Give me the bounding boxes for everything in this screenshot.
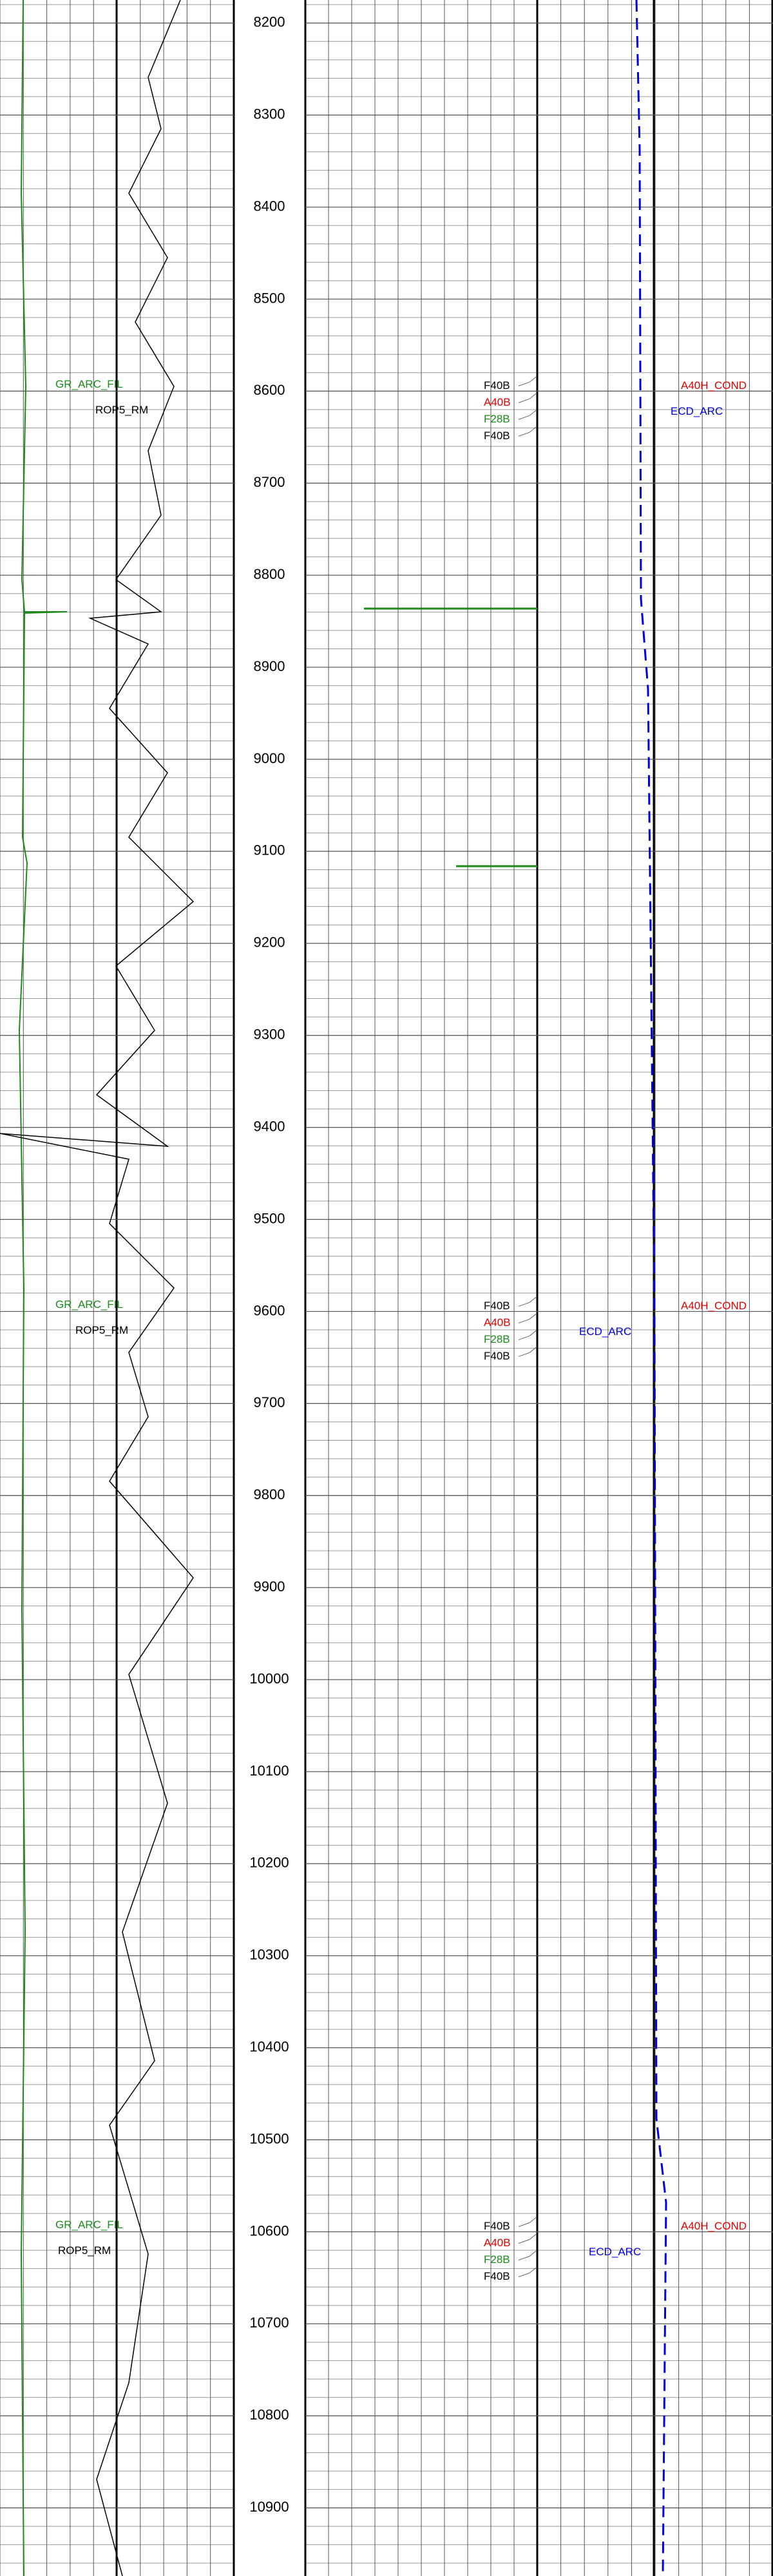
formation-pointer [518, 2251, 537, 2260]
formation-label: A40B [484, 2237, 511, 2249]
depth-label: 10500 [249, 2130, 289, 2146]
depth-label: 9800 [254, 1486, 285, 1502]
depth-label: 8500 [254, 290, 285, 306]
depth-label: 9300 [254, 1027, 285, 1043]
depth-label: 8900 [254, 658, 285, 674]
depth-label: 10200 [249, 1855, 289, 1871]
formation-label: F40B [484, 379, 510, 392]
curve-label: A40H_COND [681, 2220, 747, 2232]
depth-label: 10900 [249, 2499, 289, 2515]
formation-pointer [518, 393, 537, 403]
formation-pointer [518, 426, 537, 437]
ecd-curve [635, 0, 667, 2576]
depth-label: 10700 [249, 2315, 289, 2331]
formation-label: F28B [484, 1333, 510, 1345]
depth-label: 10000 [249, 1671, 289, 1687]
depth-label: 10300 [249, 1947, 289, 1963]
curve-label: GR_ARC_FIL [55, 378, 123, 390]
curve-label: ROP5_RM [75, 1324, 128, 1336]
depth-label: 9900 [254, 1578, 285, 1595]
depth-label: 10600 [249, 2222, 289, 2239]
depth-label: 8800 [254, 566, 285, 582]
depth-label: 9400 [254, 1118, 285, 1134]
depth-label: 8300 [254, 106, 285, 122]
formation-pointer [518, 2268, 537, 2277]
depth-label: 9500 [254, 1210, 285, 1226]
curve-label: ROP5_RM [95, 404, 148, 416]
formation-pointer [518, 376, 537, 386]
gr-curve [18, 0, 68, 2576]
depth-label: 8600 [254, 382, 285, 398]
curve-label: ROP5_RM [58, 2244, 111, 2257]
formation-pointer [518, 2234, 537, 2244]
depth-label: 9600 [254, 1302, 285, 1318]
formation-pointer [518, 1297, 537, 1307]
curve-label: A40H_COND [681, 379, 747, 392]
formation-label: F40B [484, 430, 510, 442]
depth-label: 9000 [254, 750, 285, 766]
formation-pointer [518, 2217, 537, 2227]
formation-pointer [518, 410, 537, 420]
depth-label: 8200 [254, 14, 285, 30]
depth-label: 10800 [249, 2407, 289, 2423]
formation-pointer [518, 1331, 537, 1340]
formation-label: F40B [484, 2270, 510, 2282]
formation-pointer [518, 1314, 537, 1323]
formation-label: F40B [484, 1300, 510, 1312]
formation-label: F28B [484, 413, 510, 425]
depth-label: 10100 [249, 1763, 289, 1779]
curve-label: GR_ARC_FIL [55, 1298, 123, 1311]
depth-label: 8700 [254, 474, 285, 490]
depth-label: 10400 [249, 2039, 289, 2055]
depth-label: 8400 [254, 198, 285, 214]
curve-label: ECD_ARC [671, 405, 723, 417]
formation-label: F40B [484, 2220, 510, 2232]
depth-label: 9200 [254, 934, 285, 951]
rop-curve [0, 0, 195, 2576]
depth-label: 9100 [254, 842, 285, 858]
formation-pointer [518, 1347, 537, 1357]
formation-label: A40B [484, 396, 511, 408]
labels: 8200 8300 8400 8500 8600 8700 8800 8900 9000 9100… [55, 14, 747, 2515]
formation-label: F28B [484, 2253, 510, 2266]
formation-label: A40B [484, 1316, 511, 1329]
depth-label: 9700 [254, 1394, 285, 1410]
formation-label: F40B [484, 1350, 510, 1362]
curve-label: ECD_ARC [579, 1325, 631, 1338]
curve-label: ECD_ARC [589, 2246, 641, 2258]
curve-label: GR_ARC_FIL [55, 2219, 123, 2231]
curve-label: A40H_COND [681, 1300, 747, 1312]
